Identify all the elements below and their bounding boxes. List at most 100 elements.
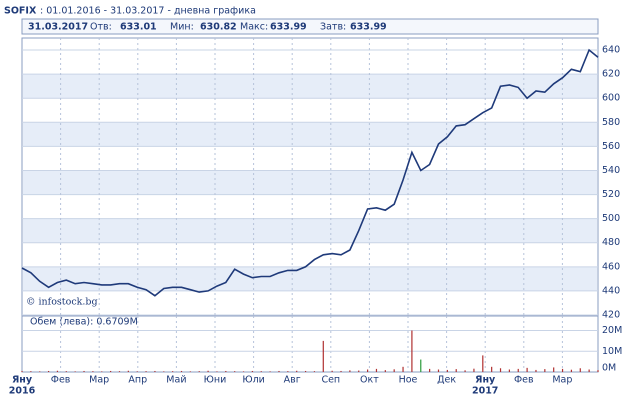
y-tick-label: 600 [602, 93, 620, 104]
y2-tick-label: 20M [602, 325, 622, 336]
volume-bar [331, 370, 333, 372]
grid-band [23, 218, 597, 243]
y-tick-label: 420 [602, 310, 620, 321]
volume-bar [234, 371, 236, 372]
volume-bar [287, 371, 289, 372]
info-bar [21, 18, 599, 35]
volume-bar [65, 371, 67, 372]
y2-tick-label: 10M [602, 346, 622, 357]
volume-bar [429, 368, 431, 372]
volume-bar [455, 369, 457, 372]
volume-bar [375, 368, 378, 372]
volume-bar [411, 330, 413, 372]
volume-bar [499, 368, 502, 372]
price-line [21, 48, 599, 297]
volume-bar [216, 371, 218, 372]
watermark: © infostock.bg [26, 297, 98, 308]
volume-bar [260, 371, 262, 372]
info-value: 633.99 [350, 22, 387, 33]
x-tick-label: Мар [89, 375, 109, 386]
x-tick-label: Юли [242, 375, 265, 386]
x-tick-label: Сеп [321, 375, 340, 386]
y-tick-label: 560 [602, 141, 620, 152]
volume-bar [491, 366, 493, 372]
x-tick-label: Окт [360, 375, 379, 386]
y-tick-label: 480 [602, 237, 620, 248]
volume-bar [118, 371, 121, 372]
volume-bar [402, 366, 404, 372]
volume-bar [553, 367, 555, 372]
volume-bar [526, 367, 528, 372]
x-tick-label: Юни [204, 375, 227, 386]
volume-bar [39, 371, 41, 372]
grid-band [23, 170, 597, 195]
volume-bar [154, 370, 156, 372]
volume-bar [517, 368, 519, 372]
volume-bar [251, 370, 253, 372]
volume-bar [242, 371, 245, 372]
volume-bar [145, 371, 147, 372]
info-value: 630.82 [200, 22, 237, 33]
volume-bar [535, 369, 537, 372]
volume-bar [340, 370, 342, 372]
volume-bar [127, 370, 129, 372]
info-label: Затв: [320, 22, 346, 33]
volume-bar [278, 370, 280, 372]
volume-bar [163, 371, 165, 372]
x-tick-label: Яну [12, 375, 33, 386]
year-label: 2016 [9, 386, 36, 397]
y-tick-label: 540 [602, 165, 620, 176]
volume-bar [172, 371, 174, 372]
volume-bar [420, 359, 422, 372]
volume-bar [92, 371, 94, 372]
y-tick-label: 460 [602, 261, 620, 272]
volume-bar [322, 340, 324, 372]
x-tick-label: Май [166, 375, 186, 386]
chart-subtitle: : 01.01.2016 - 31.03.2017 - дневна графи… [40, 6, 256, 17]
volume-bar [464, 370, 466, 372]
y-tick-label: 620 [602, 69, 620, 80]
volume-bar [74, 371, 76, 372]
volume-bar [207, 370, 209, 372]
info-label: Макс: [240, 22, 268, 33]
x-tick-label: Яну [475, 375, 496, 386]
volume-bar [47, 370, 50, 372]
volume-bar [349, 370, 351, 372]
grid-band [23, 266, 597, 291]
volume-bar [313, 371, 316, 372]
volume-bar [570, 369, 573, 372]
y-tick-label: 520 [602, 189, 620, 200]
y2-tick-label: 0M [602, 363, 616, 374]
volume-bar [579, 368, 581, 372]
volume-bar [384, 370, 386, 372]
volume-bar [296, 370, 298, 372]
x-tick-label: Ное [399, 375, 418, 386]
y-tick-label: 500 [602, 213, 620, 224]
x-tick-label: Авг [284, 375, 301, 386]
volume-bar [482, 355, 484, 372]
y-tick-label: 640 [602, 45, 620, 56]
info-label: Мин: [170, 22, 194, 33]
volume-bar [393, 369, 395, 372]
volume-bar [437, 369, 440, 372]
volume-bar [561, 368, 564, 372]
volume-bar [189, 371, 191, 372]
volume-bar [225, 370, 227, 372]
year-label: 2017 [472, 386, 498, 397]
volume-bar [446, 369, 448, 372]
volume-bar [198, 371, 200, 372]
volume-bar [588, 369, 590, 372]
info-label: Отв: [90, 22, 112, 33]
info-value: 633.99 [270, 22, 307, 33]
chart-title: SOFIX [4, 6, 37, 17]
volume-bar [597, 370, 599, 372]
volume-bar [367, 369, 369, 372]
volume-bar [30, 371, 32, 372]
volume-label: Обем (лева): 0.6709M [30, 317, 138, 328]
volume-bar [180, 370, 183, 372]
y-tick-label: 440 [602, 285, 620, 296]
volume-bar [101, 371, 103, 372]
volume-bar [544, 369, 546, 372]
info-date: 31.03.2017 [28, 22, 88, 33]
